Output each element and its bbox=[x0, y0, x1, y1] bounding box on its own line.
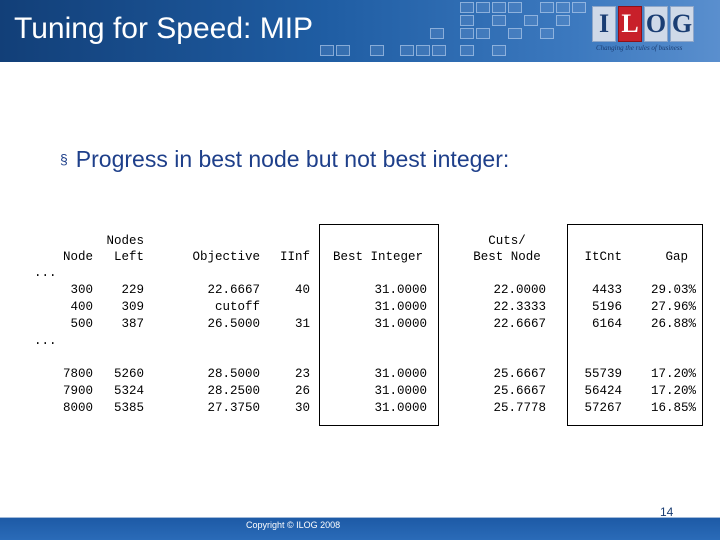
tile bbox=[540, 2, 554, 13]
cell-best-integer: 31.0000 bbox=[374, 317, 427, 331]
cell-iinf: 31 bbox=[294, 317, 310, 331]
cell-itcnt: 57267 bbox=[584, 401, 622, 415]
tile bbox=[492, 45, 506, 56]
tile bbox=[572, 2, 586, 13]
header-itcnt: ItCnt bbox=[584, 250, 622, 264]
cell-objective: 27.3750 bbox=[207, 401, 260, 415]
cell-best-node: 22.3333 bbox=[493, 300, 546, 314]
itcnt-gap-highlight-box bbox=[567, 224, 703, 426]
cell-objective: cutoff bbox=[214, 300, 260, 314]
tile bbox=[430, 28, 444, 39]
tile bbox=[476, 28, 490, 39]
tile bbox=[460, 15, 474, 26]
tile bbox=[540, 28, 554, 39]
cell-gap: 17.20% bbox=[650, 367, 696, 381]
cell-left: 5260 bbox=[113, 367, 144, 381]
cell-left: 5324 bbox=[113, 384, 144, 398]
tile bbox=[400, 45, 414, 56]
cell-node: 400 bbox=[70, 300, 93, 314]
cell-best-integer: 31.0000 bbox=[374, 367, 427, 381]
ellipsis-row: ... bbox=[34, 266, 57, 280]
slide-title: Tuning for Speed: MIP bbox=[14, 12, 314, 45]
logo-letter-l: L bbox=[618, 6, 642, 42]
cell-left: 387 bbox=[121, 317, 144, 331]
logo-letter-i: I bbox=[592, 6, 616, 42]
best-integer-highlight-box bbox=[319, 224, 439, 426]
cell-objective: 28.5000 bbox=[207, 367, 260, 381]
logo-tagline: Changing the rules of business bbox=[596, 44, 683, 52]
tile bbox=[476, 2, 490, 13]
cell-best-node: 25.6667 bbox=[493, 367, 546, 381]
cell-node: 500 bbox=[70, 317, 93, 331]
cell-objective: 22.6667 bbox=[207, 283, 260, 297]
cell-iinf: 40 bbox=[294, 283, 310, 297]
cell-node: 7800 bbox=[62, 367, 93, 381]
copyright-text: Copyright © ILOG 2008 bbox=[246, 520, 341, 530]
cell-itcnt: 5196 bbox=[591, 300, 622, 314]
cell-best-node: 25.7778 bbox=[493, 401, 546, 415]
cell-gap: 29.03% bbox=[650, 283, 696, 297]
cell-node: 300 bbox=[70, 283, 93, 297]
header-left: Left bbox=[113, 250, 144, 264]
bullet-marker-icon: § bbox=[60, 151, 68, 167]
cell-gap: 16.85% bbox=[650, 401, 696, 415]
cell-best-integer: 31.0000 bbox=[374, 283, 427, 297]
cell-itcnt: 55739 bbox=[584, 367, 622, 381]
cell-itcnt: 6164 bbox=[591, 317, 622, 331]
tile bbox=[508, 2, 522, 13]
header-objective: Objective bbox=[192, 250, 260, 264]
cell-node: 7900 bbox=[62, 384, 93, 398]
cell-best-integer: 31.0000 bbox=[374, 300, 427, 314]
cell-objective: 28.2500 bbox=[207, 384, 260, 398]
cell-gap: 27.96% bbox=[650, 300, 696, 314]
cell-itcnt: 56424 bbox=[584, 384, 622, 398]
tile bbox=[320, 45, 334, 56]
tile bbox=[556, 15, 570, 26]
cell-node: 8000 bbox=[62, 401, 93, 415]
cell-best-node: 25.6667 bbox=[493, 384, 546, 398]
tile bbox=[508, 28, 522, 39]
cell-best-node: 22.0000 bbox=[493, 283, 546, 297]
header-nodes: Nodes bbox=[106, 234, 144, 248]
logo-letter-g: G bbox=[670, 6, 694, 42]
tile bbox=[524, 15, 538, 26]
cell-left: 229 bbox=[121, 283, 144, 297]
tile bbox=[492, 15, 506, 26]
cell-iinf: 26 bbox=[294, 384, 310, 398]
tile bbox=[556, 2, 570, 13]
cell-iinf: 30 bbox=[294, 401, 310, 415]
cell-itcnt: 4433 bbox=[591, 283, 622, 297]
header-cuts: Cuts/ bbox=[488, 234, 526, 248]
tile bbox=[336, 45, 350, 56]
tile bbox=[416, 45, 430, 56]
cell-gap: 26.88% bbox=[650, 317, 696, 331]
bullet-point: § Progress in best node but not best inte… bbox=[60, 146, 509, 173]
cell-iinf: 23 bbox=[294, 367, 310, 381]
page-number: 14 bbox=[660, 505, 674, 519]
header-tile-pattern bbox=[320, 0, 720, 62]
tile bbox=[492, 2, 506, 13]
tile bbox=[370, 45, 384, 56]
tile bbox=[460, 28, 474, 39]
cell-gap: 17.20% bbox=[650, 384, 696, 398]
logo-letter-o: O bbox=[644, 6, 668, 42]
bullet-text: Progress in best node but not best integ… bbox=[75, 146, 510, 172]
cell-best-integer: 31.0000 bbox=[374, 384, 427, 398]
header-best-integer: Best Integer bbox=[332, 250, 423, 264]
tile bbox=[460, 2, 474, 13]
header-best-node: Best Node bbox=[473, 250, 541, 264]
cell-best-integer: 31.0000 bbox=[374, 401, 427, 415]
cell-objective: 26.5000 bbox=[207, 317, 260, 331]
header-gap: Gap bbox=[665, 250, 688, 264]
slide-footer bbox=[0, 510, 720, 540]
tile bbox=[432, 45, 446, 56]
ellipsis-row: ... bbox=[34, 334, 57, 348]
tile bbox=[460, 45, 474, 56]
cell-left: 309 bbox=[121, 300, 144, 314]
header-node: Node bbox=[62, 250, 93, 264]
header-iinf: IInf bbox=[279, 250, 310, 264]
cell-left: 5385 bbox=[113, 401, 144, 415]
ilog-logo: I L O G bbox=[592, 6, 702, 42]
cell-best-node: 22.6667 bbox=[493, 317, 546, 331]
